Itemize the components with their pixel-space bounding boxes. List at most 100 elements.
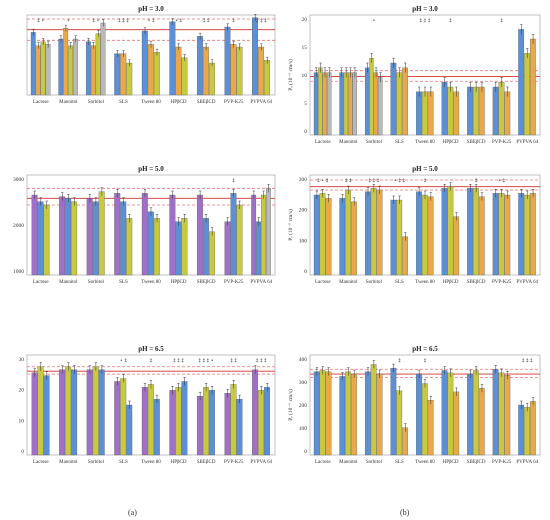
bar bbox=[175, 221, 182, 276]
bar bbox=[230, 193, 237, 276]
category-label: PVPVA 64 bbox=[516, 140, 538, 145]
bar bbox=[369, 58, 374, 136]
bar bbox=[498, 372, 505, 456]
category-label: PVP-K25 bbox=[492, 280, 512, 285]
category-label: Mannitol bbox=[59, 460, 78, 465]
bar bbox=[141, 30, 148, 96]
category-label: Sorbitol bbox=[366, 280, 383, 285]
bar bbox=[181, 381, 188, 456]
bar bbox=[252, 17, 258, 96]
bar bbox=[504, 91, 511, 136]
category-label: PVPVA 64 bbox=[250, 280, 272, 285]
bar bbox=[114, 381, 121, 456]
bar bbox=[58, 38, 64, 96]
bar bbox=[100, 22, 106, 96]
bar bbox=[427, 91, 434, 136]
category-label: HPβCD bbox=[171, 100, 187, 105]
bar bbox=[467, 188, 473, 276]
bar bbox=[98, 369, 105, 456]
bar bbox=[147, 44, 154, 96]
significance-mark: ‡ • bbox=[92, 18, 99, 24]
significance-mark: ‡ • bbox=[37, 18, 44, 24]
category-label: SBEβCD bbox=[467, 140, 486, 145]
category-label: Lactose bbox=[33, 280, 49, 285]
significance-mark: ‡ ‡ ‡ bbox=[522, 358, 533, 364]
significance-mark: ‡ ‡ ‡ • bbox=[199, 358, 214, 364]
bar bbox=[224, 393, 231, 456]
caption-a: (a) bbox=[128, 508, 137, 517]
significance-mark: ‡ bbox=[424, 358, 427, 364]
bar bbox=[427, 196, 434, 276]
category-label: SLS bbox=[395, 140, 404, 145]
bar bbox=[31, 372, 38, 456]
bar bbox=[202, 46, 209, 96]
bar bbox=[236, 398, 243, 456]
y-tick-label: 100 bbox=[299, 426, 308, 432]
bar bbox=[492, 193, 499, 276]
bar bbox=[498, 82, 505, 136]
bar bbox=[175, 387, 182, 456]
bar bbox=[351, 373, 357, 456]
bar bbox=[120, 201, 127, 276]
bar bbox=[153, 52, 160, 96]
bar bbox=[416, 191, 422, 276]
bar bbox=[265, 188, 271, 276]
category-label: SLS bbox=[119, 460, 128, 465]
bar bbox=[518, 404, 525, 456]
bar bbox=[518, 29, 525, 136]
category-label: Tween 80 bbox=[141, 460, 161, 465]
bar bbox=[325, 371, 332, 456]
bar bbox=[65, 198, 72, 276]
y-axis-label: Pₑ (10⁻⁶ cm/s) bbox=[287, 389, 294, 421]
bar bbox=[402, 236, 408, 276]
bar bbox=[43, 204, 50, 276]
significance-mark: ‡ • ‡ bbox=[317, 178, 329, 184]
bar bbox=[390, 62, 397, 136]
bar bbox=[251, 194, 257, 276]
category-label: SLS bbox=[119, 280, 128, 285]
y-tick-label: 10 bbox=[19, 418, 25, 424]
bar bbox=[147, 384, 154, 456]
significance-mark: ‡ ‡ ‡ bbox=[118, 18, 129, 24]
category-label: Sorbitol bbox=[88, 460, 105, 465]
bar bbox=[396, 199, 403, 276]
bar bbox=[98, 191, 105, 276]
bar bbox=[86, 198, 93, 276]
bar bbox=[68, 45, 73, 96]
category-label: SLS bbox=[395, 460, 404, 465]
bar bbox=[90, 45, 96, 96]
bar bbox=[92, 366, 99, 456]
significance-mark: ‡ ‡ ‡ bbox=[420, 18, 431, 24]
bar bbox=[390, 367, 397, 456]
bar bbox=[529, 193, 536, 276]
significance-mark: ‡ ‡ bbox=[203, 18, 210, 24]
bar bbox=[59, 196, 66, 276]
bar bbox=[441, 370, 448, 456]
y-tick-label: 0 bbox=[21, 449, 24, 455]
significance-mark: • ‡ bbox=[498, 178, 506, 184]
bar bbox=[126, 404, 133, 456]
bar bbox=[402, 427, 408, 456]
bar bbox=[453, 391, 460, 456]
chart-panel-a2: pH = 5.0 3000 2000 1000 Lactose Mannitol Sorbi… bbox=[13, 165, 276, 285]
bar bbox=[153, 218, 160, 276]
significance-mark: • bbox=[372, 18, 375, 24]
y-tick-label: 0 bbox=[304, 269, 307, 275]
category-label: PVP-K25 bbox=[224, 100, 244, 105]
bar bbox=[65, 366, 72, 456]
bar bbox=[313, 371, 320, 456]
bar bbox=[529, 38, 536, 136]
bar bbox=[376, 373, 383, 456]
category-label: PVP-K25 bbox=[224, 280, 244, 285]
bar bbox=[264, 60, 270, 96]
y-axis-label: Pₑ (10⁻⁶ cm/s) bbox=[287, 209, 294, 241]
bar bbox=[236, 46, 243, 96]
chart-panel-a1: pH = 3.0 Lactose ‡ • Mannitol • Sorbitol ‡ • SL… bbox=[26, 5, 276, 105]
bar bbox=[114, 193, 121, 276]
category-label: Tween 80 bbox=[415, 140, 435, 145]
bar bbox=[37, 366, 44, 456]
significance-mark: ‡ ‡ ‡ bbox=[369, 178, 380, 184]
bar bbox=[319, 370, 326, 456]
bar bbox=[370, 364, 377, 456]
category-label: HPβCD bbox=[443, 140, 459, 145]
